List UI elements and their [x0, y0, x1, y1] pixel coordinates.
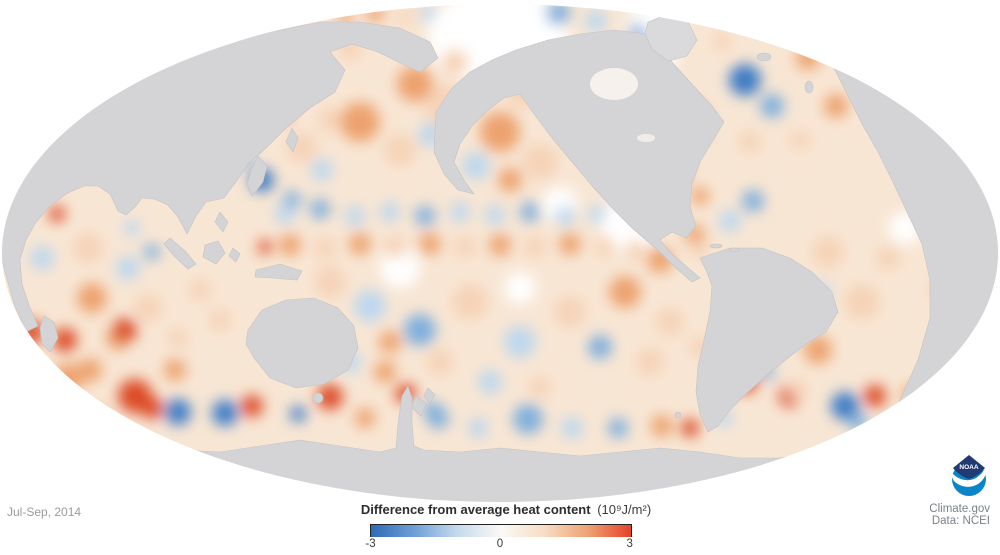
anomaly-field [20, 4, 998, 439]
date-label: Jul-Sep, 2014 [7, 505, 82, 519]
world-map [2, 4, 998, 502]
land-sakhalin [285, 127, 299, 153]
land-borneo [202, 240, 226, 265]
colorbar-ticks: -3 0 3 [365, 538, 633, 550]
land-north-america [433, 29, 725, 283]
tick-mid: 0 [496, 538, 504, 550]
land-sulawesi [228, 247, 241, 263]
land-british-isles [804, 80, 814, 94]
land-new-zealand-south [410, 395, 427, 417]
land-philippines [214, 211, 229, 233]
land-new-zealand-north [423, 387, 436, 404]
land-new-guinea [254, 263, 303, 281]
source-site: Climate.gov [929, 503, 990, 515]
legend-title: Difference from average heat content (10… [330, 502, 682, 517]
land-caribbean-islands [709, 243, 723, 249]
land-sumatra [163, 237, 197, 270]
attribution: Climate.gov Data: NCEI [929, 503, 990, 528]
noaa-logo: NOAA [950, 455, 988, 496]
land-japan [246, 155, 268, 197]
land-caribbean-islands-2 [728, 247, 740, 253]
legend-units: (10⁹J/m²) [597, 502, 652, 517]
noaa-logo-gull-icon [950, 464, 988, 487]
tick-max: 3 [626, 538, 633, 550]
source-data: Data: NCEI [931, 515, 990, 528]
tick-min: -3 [365, 538, 376, 550]
noaa-logo-label: NOAA [959, 464, 978, 471]
land-falklands [674, 411, 682, 419]
great-lakes [637, 134, 655, 142]
land-eurasia [2, 21, 439, 333]
land-madagascar [39, 315, 59, 353]
hudson-bay [590, 68, 638, 100]
land-south-america [695, 247, 839, 433]
legend-title-text: Difference from average heat content [360, 502, 591, 517]
colorbar [370, 524, 632, 537]
land-tasmania [312, 392, 324, 404]
noaa-logo-crest [953, 455, 985, 479]
land-iceland [756, 52, 772, 62]
land-australia [245, 297, 359, 389]
